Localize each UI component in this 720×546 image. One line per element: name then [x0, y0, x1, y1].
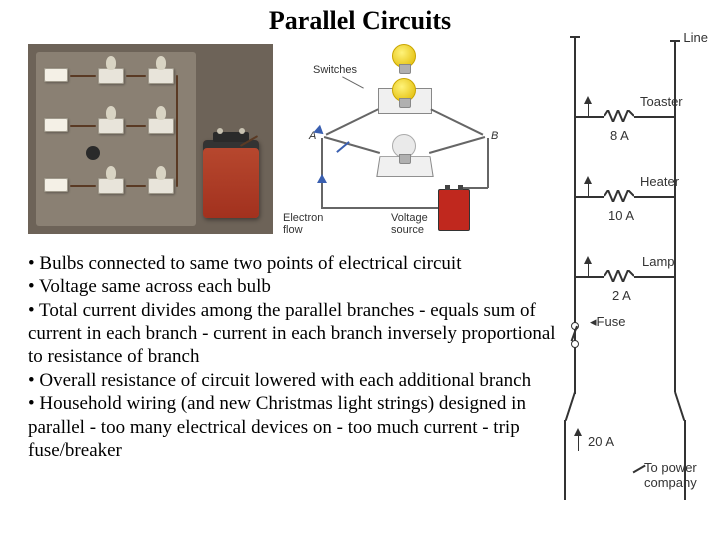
bulb-socket-icon — [148, 178, 174, 194]
bulb-socket-icon — [98, 68, 124, 84]
schematic-wire-icon — [670, 40, 680, 42]
wire-icon — [429, 136, 485, 153]
bulb-socket-icon — [98, 178, 124, 194]
wire-icon — [70, 125, 96, 127]
schematic-wire-icon — [634, 116, 676, 118]
arrow-stem-icon — [578, 435, 580, 451]
wire-icon — [126, 75, 146, 77]
wire-icon — [126, 125, 146, 127]
branch-amps: 2 A — [612, 288, 631, 303]
wire-icon — [321, 207, 441, 209]
battery-terminal-icon — [239, 128, 245, 134]
battery-terminal-icon — [217, 128, 223, 134]
battery-top-icon — [213, 132, 249, 142]
fuse-label: ◂Fuse — [590, 314, 625, 330]
battery-icon — [203, 140, 259, 218]
arrow-stem-icon — [588, 263, 590, 276]
arrow-icon — [312, 125, 324, 137]
switch-icon — [44, 178, 68, 192]
resistor-icon — [604, 110, 634, 122]
page-title: Parallel Circuits — [0, 6, 720, 36]
branch-amps: 8 A — [610, 128, 629, 143]
arrow-stem-icon — [588, 103, 590, 116]
bulb-icon — [106, 56, 116, 70]
bullet-item: • Voltage same across each bulb — [28, 275, 558, 298]
knob-icon — [86, 146, 100, 160]
lit-bulb-icon — [392, 44, 416, 68]
bullet-list: • Bulbs connected to same two points of … — [28, 252, 558, 462]
branch-amps: 10 A — [608, 208, 634, 223]
bulb-icon — [156, 166, 166, 180]
arrow-icon — [317, 174, 327, 183]
wire-icon — [126, 185, 146, 187]
resistor-icon — [604, 270, 634, 282]
branch-name: Toaster — [640, 94, 683, 109]
line-label: Line — [683, 30, 708, 45]
schematic-wire-icon — [674, 392, 685, 421]
bullet-item: • Household wiring (and new Christmas li… — [28, 392, 558, 462]
bulb-socket-icon — [148, 118, 174, 134]
to-power-label: To power company — [644, 460, 697, 490]
bulb-socket-icon — [98, 118, 124, 134]
wire-icon — [321, 138, 323, 208]
schematic-wire-icon — [634, 196, 676, 198]
bulb-icon — [156, 106, 166, 120]
wire-icon — [324, 136, 380, 153]
bulb-icon — [106, 106, 116, 120]
wire-icon — [70, 75, 96, 77]
wire-icon — [487, 138, 489, 188]
branch-name: Lamp — [642, 254, 675, 269]
branch-name: Heater — [640, 174, 679, 189]
lit-bulb-icon — [392, 78, 416, 102]
schematic-wire-icon — [570, 36, 580, 38]
switch-icon — [44, 68, 68, 82]
bulb-icon — [156, 56, 166, 70]
bulb-socket-icon — [148, 68, 174, 84]
bulb-icon — [106, 166, 116, 180]
fuse-icon — [571, 340, 579, 348]
schematic-wire-icon — [674, 40, 676, 392]
voltage-source-label: Voltage source — [391, 212, 428, 236]
bullet-item: • Total current divides among the parall… — [28, 299, 558, 369]
schematic-wire-icon — [565, 392, 576, 421]
total-amps-label: 20 A — [588, 434, 614, 449]
household-schematic: Line Toaster 8 A Heater 10 A Lamp 2 A ◂F… — [560, 36, 716, 536]
arrow-stem-icon — [588, 183, 590, 196]
schematic-wire-icon — [574, 276, 604, 278]
wire-icon — [70, 185, 96, 187]
wire-icon — [431, 108, 484, 135]
resistor-icon — [604, 190, 634, 202]
parallel-circuit-photo — [28, 44, 273, 234]
node-b-label: B — [491, 130, 498, 142]
bullet-item: • Bulbs connected to same two points of … — [28, 252, 558, 275]
parallel-cartoon-diagram: A B Switches Electron flow Voltage sourc… — [283, 44, 523, 239]
schematic-wire-icon — [634, 276, 676, 278]
switches-label: Switches — [313, 64, 357, 76]
switch-icon — [44, 118, 68, 132]
schematic-wire-icon — [564, 420, 566, 500]
voltage-source-icon — [438, 189, 470, 231]
bullet-item: • Overall resistance of circuit lowered … — [28, 369, 558, 392]
schematic-wire-icon — [574, 196, 604, 198]
unlit-bulb-icon — [392, 134, 416, 158]
schematic-wire-icon — [574, 116, 604, 118]
wire-icon — [176, 75, 178, 187]
circuit-board — [36, 52, 196, 226]
wire-icon — [326, 108, 379, 135]
pointer-icon — [342, 76, 364, 88]
electron-flow-label: Electron flow — [283, 212, 323, 236]
